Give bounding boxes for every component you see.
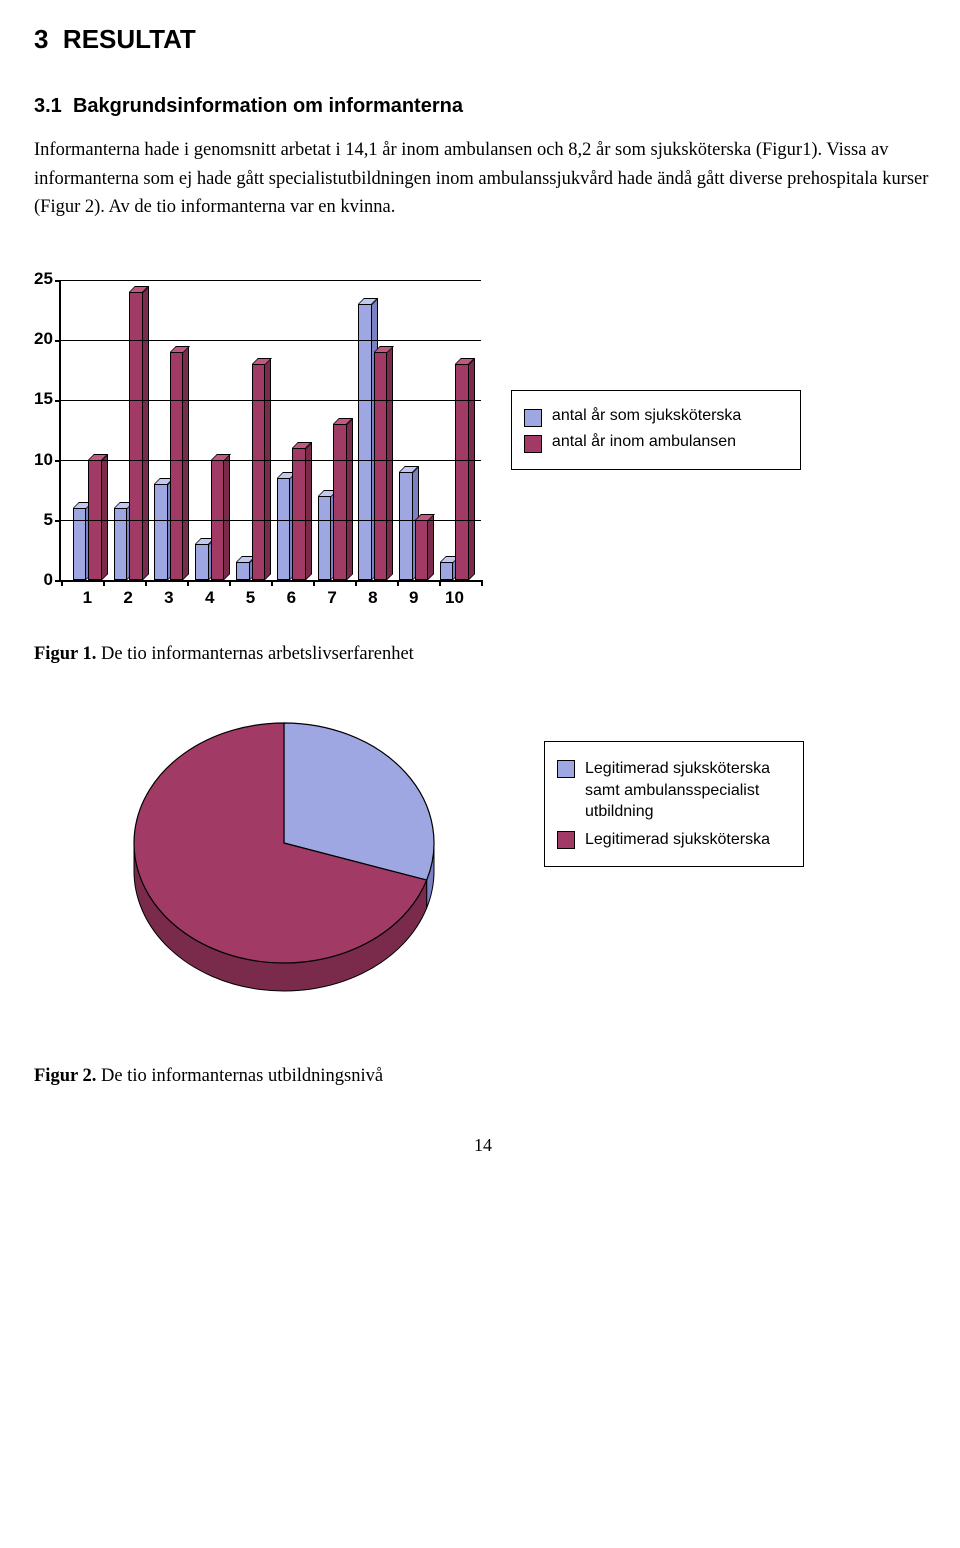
legend-label: Legitimerad sjuksköterska samt ambulanss…: [585, 758, 789, 823]
bar-chart-gridline: [61, 520, 481, 521]
bar-chart-xtick: 9: [393, 588, 434, 608]
bar-chart-ytick: 15: [34, 390, 53, 407]
subsection-number: 3.1: [34, 95, 62, 117]
bar-chart-xtick: 10: [434, 588, 475, 608]
bar-group: [434, 364, 475, 580]
bar-chart-ytick: 0: [43, 571, 52, 588]
bar-chart-gridline: [61, 400, 481, 401]
bar: [129, 292, 143, 580]
bar-chart-ytick-mark: [55, 280, 61, 282]
bar-chart-gridline: [61, 340, 481, 341]
bar-chart-xtick: 1: [67, 588, 108, 608]
pie-chart-figure: Legitimerad sjuksköterska samt ambulanss…: [34, 703, 932, 1008]
legend-row: Legitimerad sjuksköterska: [557, 829, 789, 851]
pie-chart-legend: Legitimerad sjuksköterska samt ambulanss…: [544, 741, 804, 867]
bar-chart-xtick: 6: [271, 588, 312, 608]
bar-chart-xtick: 2: [108, 588, 149, 608]
bar-chart-gridline: [61, 460, 481, 461]
legend-row: antal år som sjuksköterska: [524, 407, 786, 427]
bar-chart-xtick: 4: [189, 588, 230, 608]
legend-label: antal år inom ambulansen: [552, 433, 736, 451]
bar-chart-y-axis: 25 20 15 10 5 0: [34, 270, 59, 588]
legend-row: Legitimerad sjuksköterska samt ambulanss…: [557, 758, 789, 823]
bar-chart-ytick: 10: [34, 451, 53, 468]
bar: [358, 304, 372, 580]
section-title: 3 RESULTAT: [34, 24, 932, 55]
bar-chart-plot: [59, 280, 481, 582]
bar: [195, 544, 209, 580]
section-title-text: RESULTAT: [63, 24, 196, 54]
bar: [455, 364, 469, 580]
bar: [277, 478, 291, 580]
section-number: 3: [34, 24, 48, 54]
page-number: 14: [34, 1135, 932, 1156]
bar: [415, 520, 429, 580]
legend-label: Legitimerad sjuksköterska: [585, 829, 770, 851]
subsection-title-text: Bakgrundsinformation om informanterna: [73, 95, 463, 117]
figure-2-caption: Figur 2. De tio informanternas utbildnin…: [34, 1066, 932, 1087]
bar-chart-ytick-mark: [55, 400, 61, 402]
bar-chart-ytick: 20: [34, 330, 53, 347]
bar: [114, 508, 128, 580]
paragraph-1: Informanterna hade i genomsnitt arbetat …: [34, 136, 932, 222]
legend-swatch: [557, 831, 575, 849]
bar-chart-figure: 2520151050 12345678910 antal år som sjuk…: [34, 280, 932, 608]
bar: [333, 424, 347, 580]
pie-chart-svg: [114, 703, 454, 1003]
bar-group: [393, 472, 434, 580]
bar: [170, 352, 184, 580]
legend-swatch: [524, 409, 542, 427]
legend-swatch: [557, 760, 575, 778]
bar: [374, 352, 388, 580]
figure-1-text: De tio informanternas arbetslivserfarenh…: [96, 644, 413, 664]
legend-swatch: [524, 435, 542, 453]
bar-chart-ytick-mark: [55, 340, 61, 342]
bar-group: [230, 364, 271, 580]
figure-2-text: De tio informanternas utbildningsnivå: [96, 1066, 383, 1086]
bar-group: [149, 352, 190, 580]
bar-chart-ytick: 25: [34, 270, 53, 287]
bar: [318, 496, 332, 580]
legend-label: antal år som sjuksköterska: [552, 407, 741, 425]
bar-group: [271, 448, 312, 580]
bar-chart-legend: antal år som sjuksköterska antal år inom …: [511, 390, 801, 470]
subsection-title: 3.1 Bakgrundsinformation om informantern…: [34, 95, 932, 118]
bar: [292, 448, 306, 580]
figure-1-label: Figur 1.: [34, 644, 96, 664]
pie-chart-plot: [114, 703, 454, 1008]
bar: [440, 562, 454, 580]
bar: [154, 484, 168, 580]
bar: [73, 508, 87, 580]
bar-group: [353, 304, 394, 580]
bar-chart-ytick-mark: [55, 520, 61, 522]
bar-chart-ytick: 5: [43, 511, 52, 528]
bar-group: [108, 292, 149, 580]
bar: [236, 562, 250, 580]
bar-chart-xtick: 8: [353, 588, 394, 608]
bar: [399, 472, 413, 580]
bar-chart-ytick-mark: [55, 460, 61, 462]
bar-chart-xtick: 3: [149, 588, 190, 608]
bar-chart-xtick: 5: [230, 588, 271, 608]
figure-2-label: Figur 2.: [34, 1066, 96, 1086]
bar-chart-gridline: [61, 280, 481, 281]
bar-chart-xtick: 7: [312, 588, 353, 608]
legend-row: antal år inom ambulansen: [524, 433, 786, 453]
bar-group: [312, 424, 353, 580]
bar: [252, 364, 266, 580]
figure-1-caption: Figur 1. De tio informanternas arbetsliv…: [34, 644, 932, 665]
